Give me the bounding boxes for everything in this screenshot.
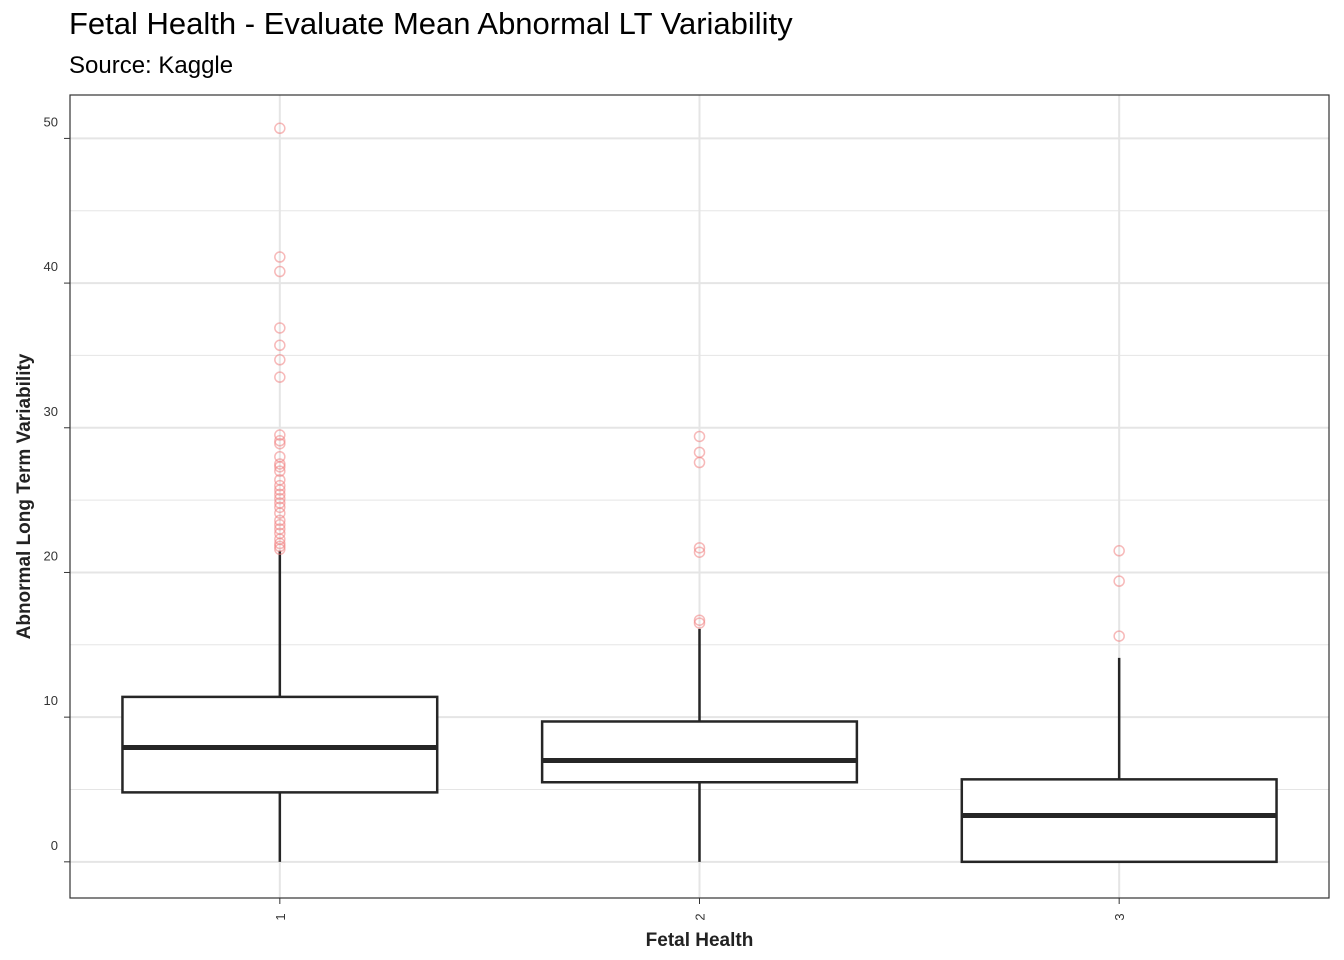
box-iqr: [121, 695, 439, 794]
y-tick-label: 50: [44, 114, 58, 129]
y-tick-label: 40: [44, 259, 58, 274]
outlier-point: [693, 456, 706, 469]
outlier-point: [274, 488, 286, 501]
outlier-point: [274, 492, 286, 505]
outlier-point: [274, 435, 286, 447]
outlier-point: [693, 542, 706, 554]
chart-subtitle: Source: Kaggle: [69, 52, 234, 79]
outlier-point: [274, 540, 286, 553]
x-tick-label: 3: [1112, 913, 1127, 920]
outlier-point: [274, 501, 286, 514]
outlier-point: [274, 484, 286, 496]
outlier-point: [693, 614, 706, 626]
outlier-point: [274, 322, 286, 334]
x-axis-title: Fetal Health: [646, 930, 754, 951]
y-axis-title: Abnormal Long Term Variability: [14, 353, 35, 639]
x-tick-label: 2: [693, 913, 708, 920]
outlier-point: [274, 429, 286, 441]
outlier-point: [274, 251, 286, 263]
outlier-point: [274, 465, 286, 477]
outlier-point: [274, 122, 286, 135]
outlier-point: [693, 617, 706, 629]
outliers: [274, 122, 1125, 642]
outlier-point: [274, 461, 286, 473]
box-iqr: [960, 778, 1278, 864]
axes: 0 10 20 30 40 50 1 2 3: [44, 114, 1128, 920]
outlier-point: [274, 458, 286, 470]
x-tick-label: 1: [273, 913, 288, 920]
outlier-point: [1113, 630, 1125, 642]
outlier-point: [274, 543, 286, 556]
outlier-point: [274, 507, 286, 519]
y-tick-label: 10: [44, 693, 58, 708]
outlier-point: [1113, 545, 1125, 557]
outlier-point: [1113, 575, 1125, 587]
outlier-point: [274, 265, 286, 278]
outlier-point: [274, 437, 286, 450]
outlier-point: [274, 354, 286, 366]
y-tick-label: 20: [44, 548, 58, 563]
outlier-point: [274, 371, 286, 383]
box-1: [121, 550, 439, 862]
box-iqr: [540, 720, 859, 784]
outlier-point: [274, 537, 286, 550]
box-3: [960, 657, 1278, 864]
box-2: [540, 628, 859, 862]
chart-title: Fetal Health - Evaluate Mean Abnormal LT…: [69, 6, 793, 41]
outlier-point: [274, 518, 286, 531]
outlier-point: [274, 514, 286, 527]
outlier-point: [274, 339, 286, 352]
outlier-point: [274, 479, 286, 492]
y-tick-label: 30: [44, 404, 58, 419]
y-tick-label: 0: [51, 838, 58, 853]
outlier-point: [693, 546, 706, 558]
outlier-point: [693, 430, 706, 443]
boxes: [121, 550, 1278, 864]
